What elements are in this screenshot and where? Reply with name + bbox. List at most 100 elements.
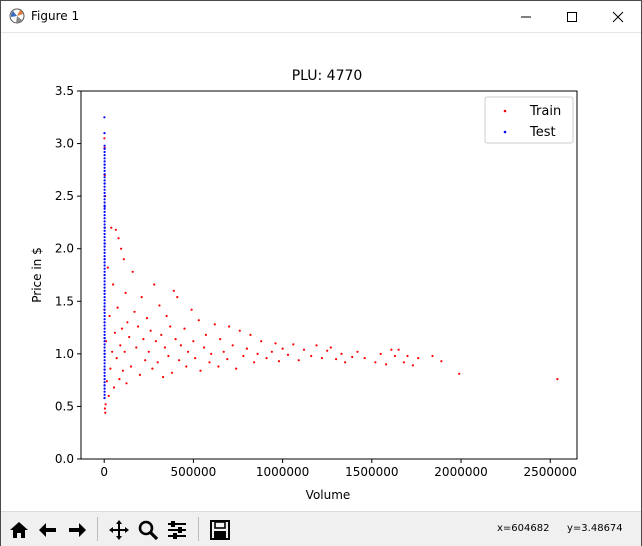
test-point [103,267,106,270]
title-bar[interactable]: Figure 1 [1,1,641,33]
close-button[interactable] [595,1,641,32]
save-button[interactable] [206,516,233,543]
train-point [156,361,159,364]
test-point [103,239,106,242]
test-point [103,251,106,254]
test-point [103,166,106,169]
test-point [103,292,106,295]
test-point [103,296,106,299]
train-point [249,333,252,336]
pan-icon [108,519,129,540]
train-point [192,340,195,343]
test-point [103,220,106,223]
train-point [129,365,133,368]
train-point [222,350,225,353]
legend-marker [503,130,507,134]
test-point [103,176,106,179]
train-point [163,346,166,349]
forward-button[interactable] [63,516,90,543]
test-point [103,396,106,400]
test-point [103,311,106,314]
cursor-x-readout: x=604682 [497,523,550,534]
train-point [374,361,377,364]
y-tick-label: 3.0 [55,137,74,151]
maximize-button[interactable] [549,1,595,32]
pan-button[interactable] [105,516,132,543]
maximize-icon [567,11,577,22]
train-point [119,344,122,347]
configure-subplots-button[interactable] [163,516,190,543]
train-point [356,350,359,353]
train-point [135,346,138,349]
test-point [103,321,106,324]
home-button[interactable] [5,516,32,543]
test-point [103,160,106,163]
test-point [103,349,106,352]
axes-frame [80,90,578,460]
test-point [103,179,106,182]
train-point [144,359,147,362]
train-point [440,360,443,363]
plot-canvas[interactable]: PLU: 4770 Volume Price in $ 0 500000 10000… [1,33,641,509]
train-point [208,361,211,364]
train-point [128,335,131,339]
train-point [281,347,284,350]
y-tick-label: 3.5 [55,84,74,98]
chart-title: PLU: 4770 [292,68,363,84]
train-point [160,333,163,336]
legend-box [484,96,574,144]
train-point [238,329,241,332]
test-point [103,144,106,147]
test-point [103,229,106,232]
train-point [458,372,461,375]
train-point [131,270,134,273]
train-point [335,358,338,361]
train-point [310,354,313,358]
train-point [153,283,156,286]
train-point [340,352,343,355]
test-point [103,289,106,292]
test-point [103,204,106,207]
train-point [406,354,409,358]
train-point [170,371,174,374]
train-point [411,364,414,367]
train-point [274,342,277,345]
y-tick-label: 2.5 [55,189,74,203]
test-point [103,261,106,264]
train-point [270,350,273,353]
train-point [213,323,216,326]
train-point [137,325,140,328]
train-point [176,296,179,299]
test-point [103,147,106,150]
train-point [556,378,559,381]
train-point [390,348,393,351]
legend: Train Test [484,96,574,144]
zoom-button[interactable] [134,516,161,543]
y-tick-label: 0.0 [55,452,74,466]
train-point [178,359,181,362]
toolbar-separator [198,517,199,541]
data-points [103,116,559,414]
test-point [103,273,106,277]
train-point [265,357,268,360]
train-point [351,355,354,359]
train-point [260,340,263,343]
test-point [103,270,106,273]
x-tick-label: 1000000 [256,465,309,479]
train-point [379,352,382,355]
train-point [165,314,168,318]
close-icon [612,11,624,22]
train-point [106,266,109,269]
minimize-button[interactable] [503,1,549,32]
train-point [292,343,295,346]
train-point [140,296,143,299]
train-point [315,344,318,347]
train-point [194,357,197,360]
train-point [104,403,107,406]
train-point [103,407,106,410]
train-point [120,247,123,250]
train-point [103,137,106,140]
train-point [169,325,172,328]
toolbar-separator [97,517,98,541]
back-button[interactable] [34,516,61,543]
